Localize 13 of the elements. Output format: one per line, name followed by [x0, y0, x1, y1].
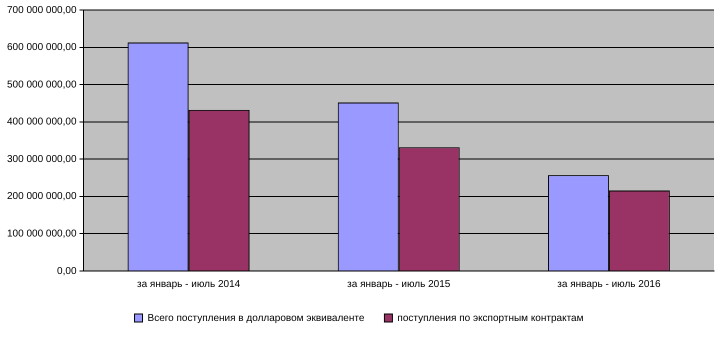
x-tick-label: за январь - июль 2016 — [557, 278, 661, 290]
x-tick-label: за январь - июль 2014 — [136, 278, 241, 290]
y-tick-label: 700 000 000,00 — [6, 4, 77, 16]
y-tick-label: 600 000 000,00 — [6, 42, 77, 54]
y-tick-label: 100 000 000,00 — [6, 228, 77, 240]
legend-label: Всего поступления в долларовом эквиваленте — [148, 312, 365, 324]
y-tick-label: 300 000 000,00 — [6, 154, 77, 165]
y-tick-label: 0,00 — [57, 266, 77, 277]
y-tick-label: 500 000 000,00 — [6, 79, 77, 90]
x-tick-label: за январь - июль 2015 — [347, 278, 451, 290]
y-tick-label: 400 000 000,00 — [6, 116, 77, 128]
y-tick-label: 200 000 000,00 — [6, 191, 77, 202]
legend-label: поступления по экспортным контрактам — [397, 312, 584, 324]
